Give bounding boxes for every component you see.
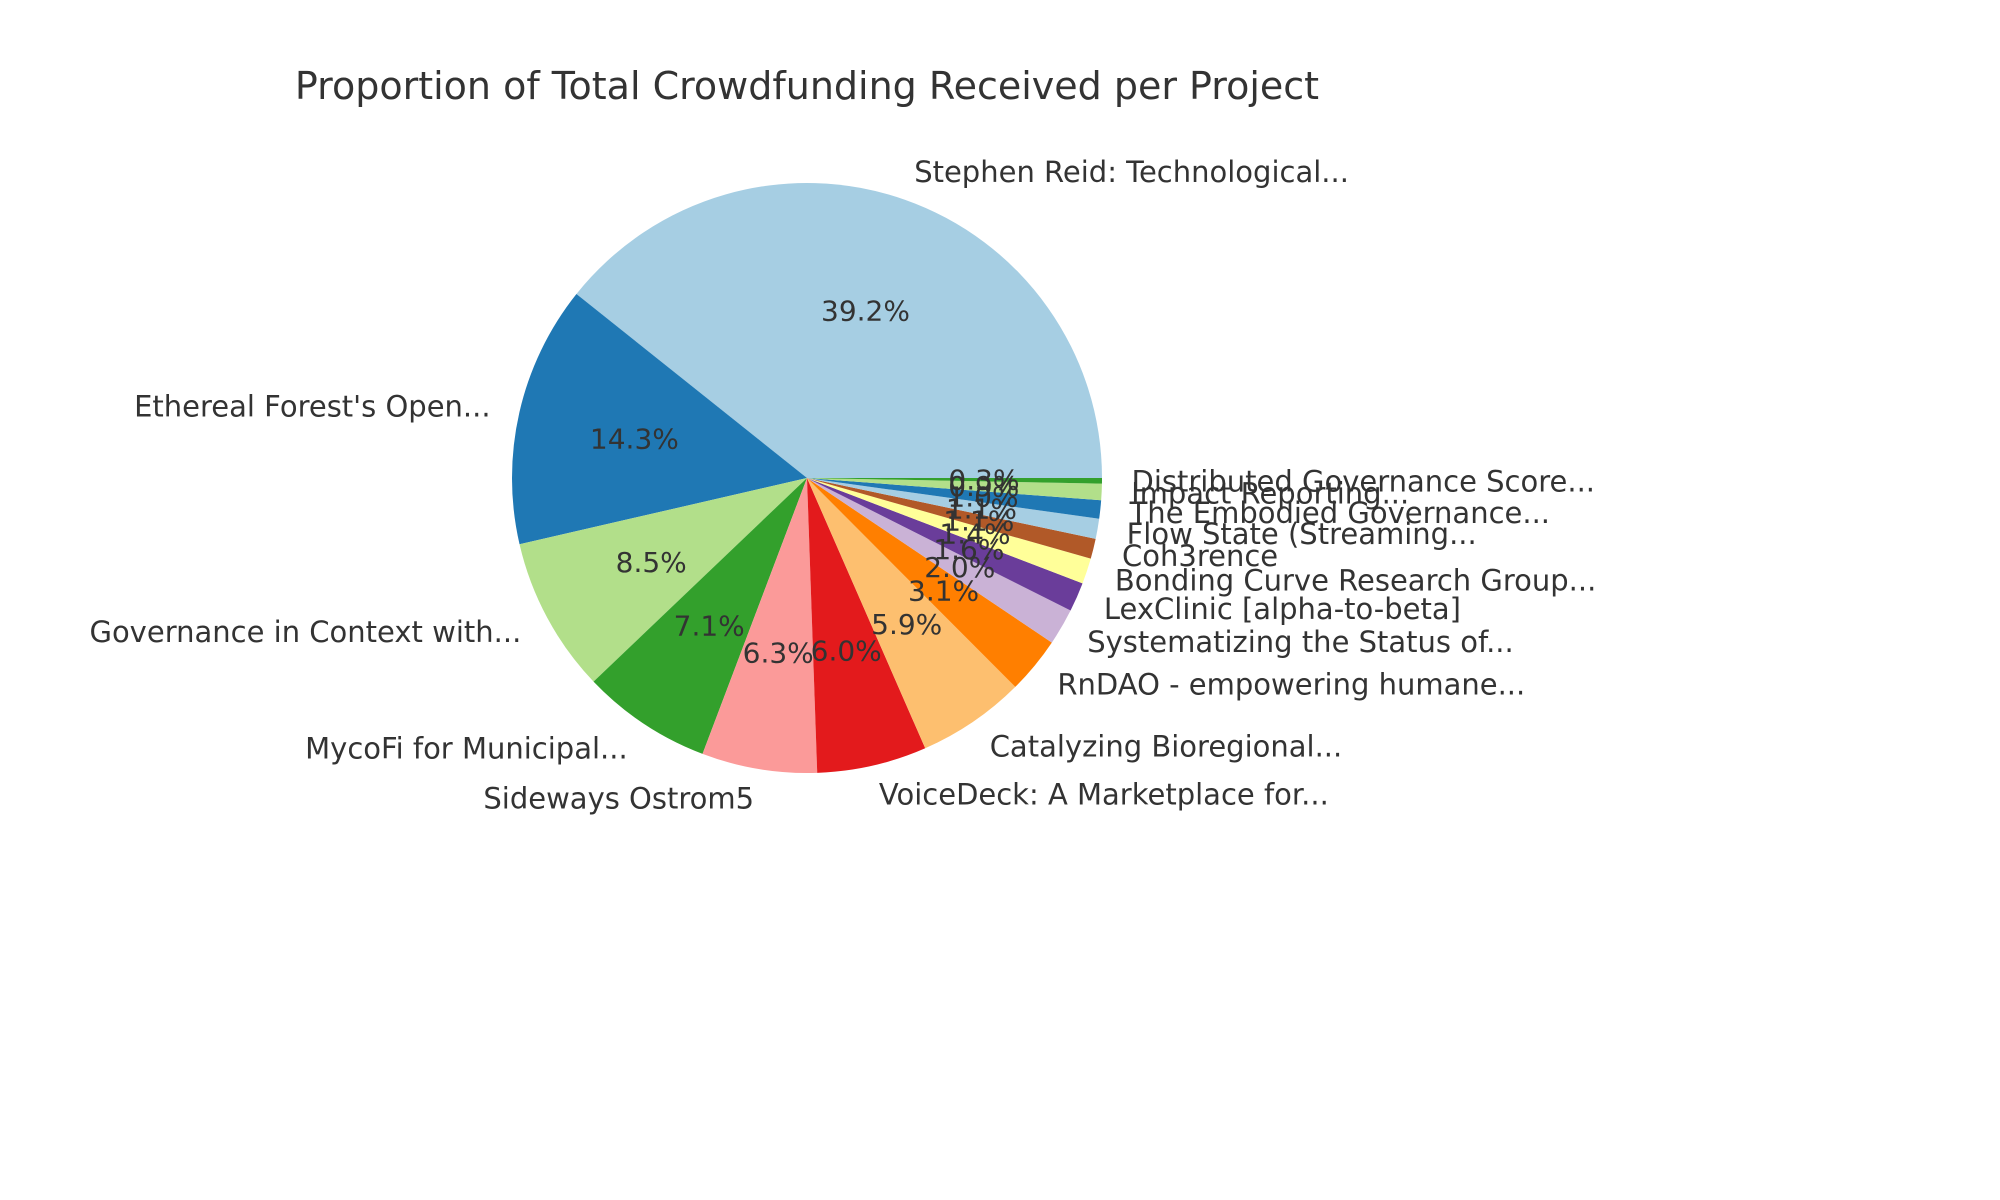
pie-slice-14: [807, 478, 1102, 501]
slice-label-8: Systematizing the Status of...: [1087, 625, 1514, 659]
pie-slice-12: [807, 478, 1100, 539]
slice-label-4: Sideways Ostrom5: [483, 781, 754, 815]
pie-slice-8: [807, 478, 1071, 643]
pct-label-2: 8.5%: [616, 546, 687, 579]
pct-label-13: 1.0%: [947, 481, 1018, 514]
pie-slice-15: [807, 478, 1102, 484]
pct-label-14: 0.9%: [948, 470, 1019, 503]
pct-label-10: 1.4%: [939, 518, 1010, 551]
pct-label-1: 14.3%: [590, 423, 679, 456]
pct-label-0: 39.2%: [821, 295, 910, 328]
pct-label-3: 7.1%: [674, 609, 745, 642]
slice-label-2: Governance in Context with...: [89, 615, 521, 649]
pie-slice-6: [807, 478, 1016, 749]
pie-slice-7: [807, 478, 1052, 687]
pie-slice-13: [807, 478, 1102, 519]
pie-slice-11: [807, 478, 1096, 559]
slice-label-12: Flow State (Streaming...: [1127, 517, 1477, 551]
pct-label-6: 5.9%: [871, 608, 942, 641]
pie-slice-10: [807, 478, 1091, 584]
slice-label-14: Impact Reporting...: [1131, 476, 1409, 510]
pct-label-15: 0.3%: [948, 464, 1019, 497]
slice-label-9: LexClinic [alpha-to-beta]: [1104, 592, 1461, 626]
pie-slice-3: [593, 478, 807, 754]
pct-label-11: 1.1%: [943, 504, 1014, 537]
pct-label-4: 6.3%: [743, 636, 814, 669]
slice-label-13: The Embodied Governance...: [1129, 496, 1550, 530]
pie-slice-9: [807, 478, 1083, 611]
chart-title: Proportion of Total Crowdfunding Receive…: [294, 64, 1320, 108]
pie-slice-4: [702, 478, 818, 773]
pct-label-7: 3.1%: [908, 574, 979, 607]
slice-label-11: Coh3rence: [1122, 539, 1278, 573]
slice-label-6: Catalyzing Bioregional...: [990, 729, 1343, 763]
pie-slice-1: [511, 293, 807, 545]
pct-label-9: 1.6%: [933, 533, 1004, 566]
pct-label-5: 6.0%: [811, 634, 882, 667]
slice-label-0: Stephen Reid: Technological...: [914, 155, 1349, 189]
pie-slice-0: [576, 183, 1102, 479]
slice-label-15: Distributed Governance Score...: [1132, 464, 1596, 498]
pie-slice-5: [807, 478, 926, 773]
pct-label-12: 1.1%: [946, 492, 1017, 525]
slice-label-5: VoiceDeck: A Marketplace for...: [879, 778, 1329, 812]
pct-label-8: 2.0%: [924, 551, 995, 584]
slice-label-7: RnDAO - empowering humane...: [1057, 668, 1525, 702]
slice-label-10: Bonding Curve Research Group...: [1115, 564, 1596, 598]
slice-label-1: Ethereal Forest's Open...: [134, 389, 491, 423]
slice-label-3: MycoFi for Municipal...: [305, 732, 628, 766]
pie-slice-2: [519, 478, 807, 682]
